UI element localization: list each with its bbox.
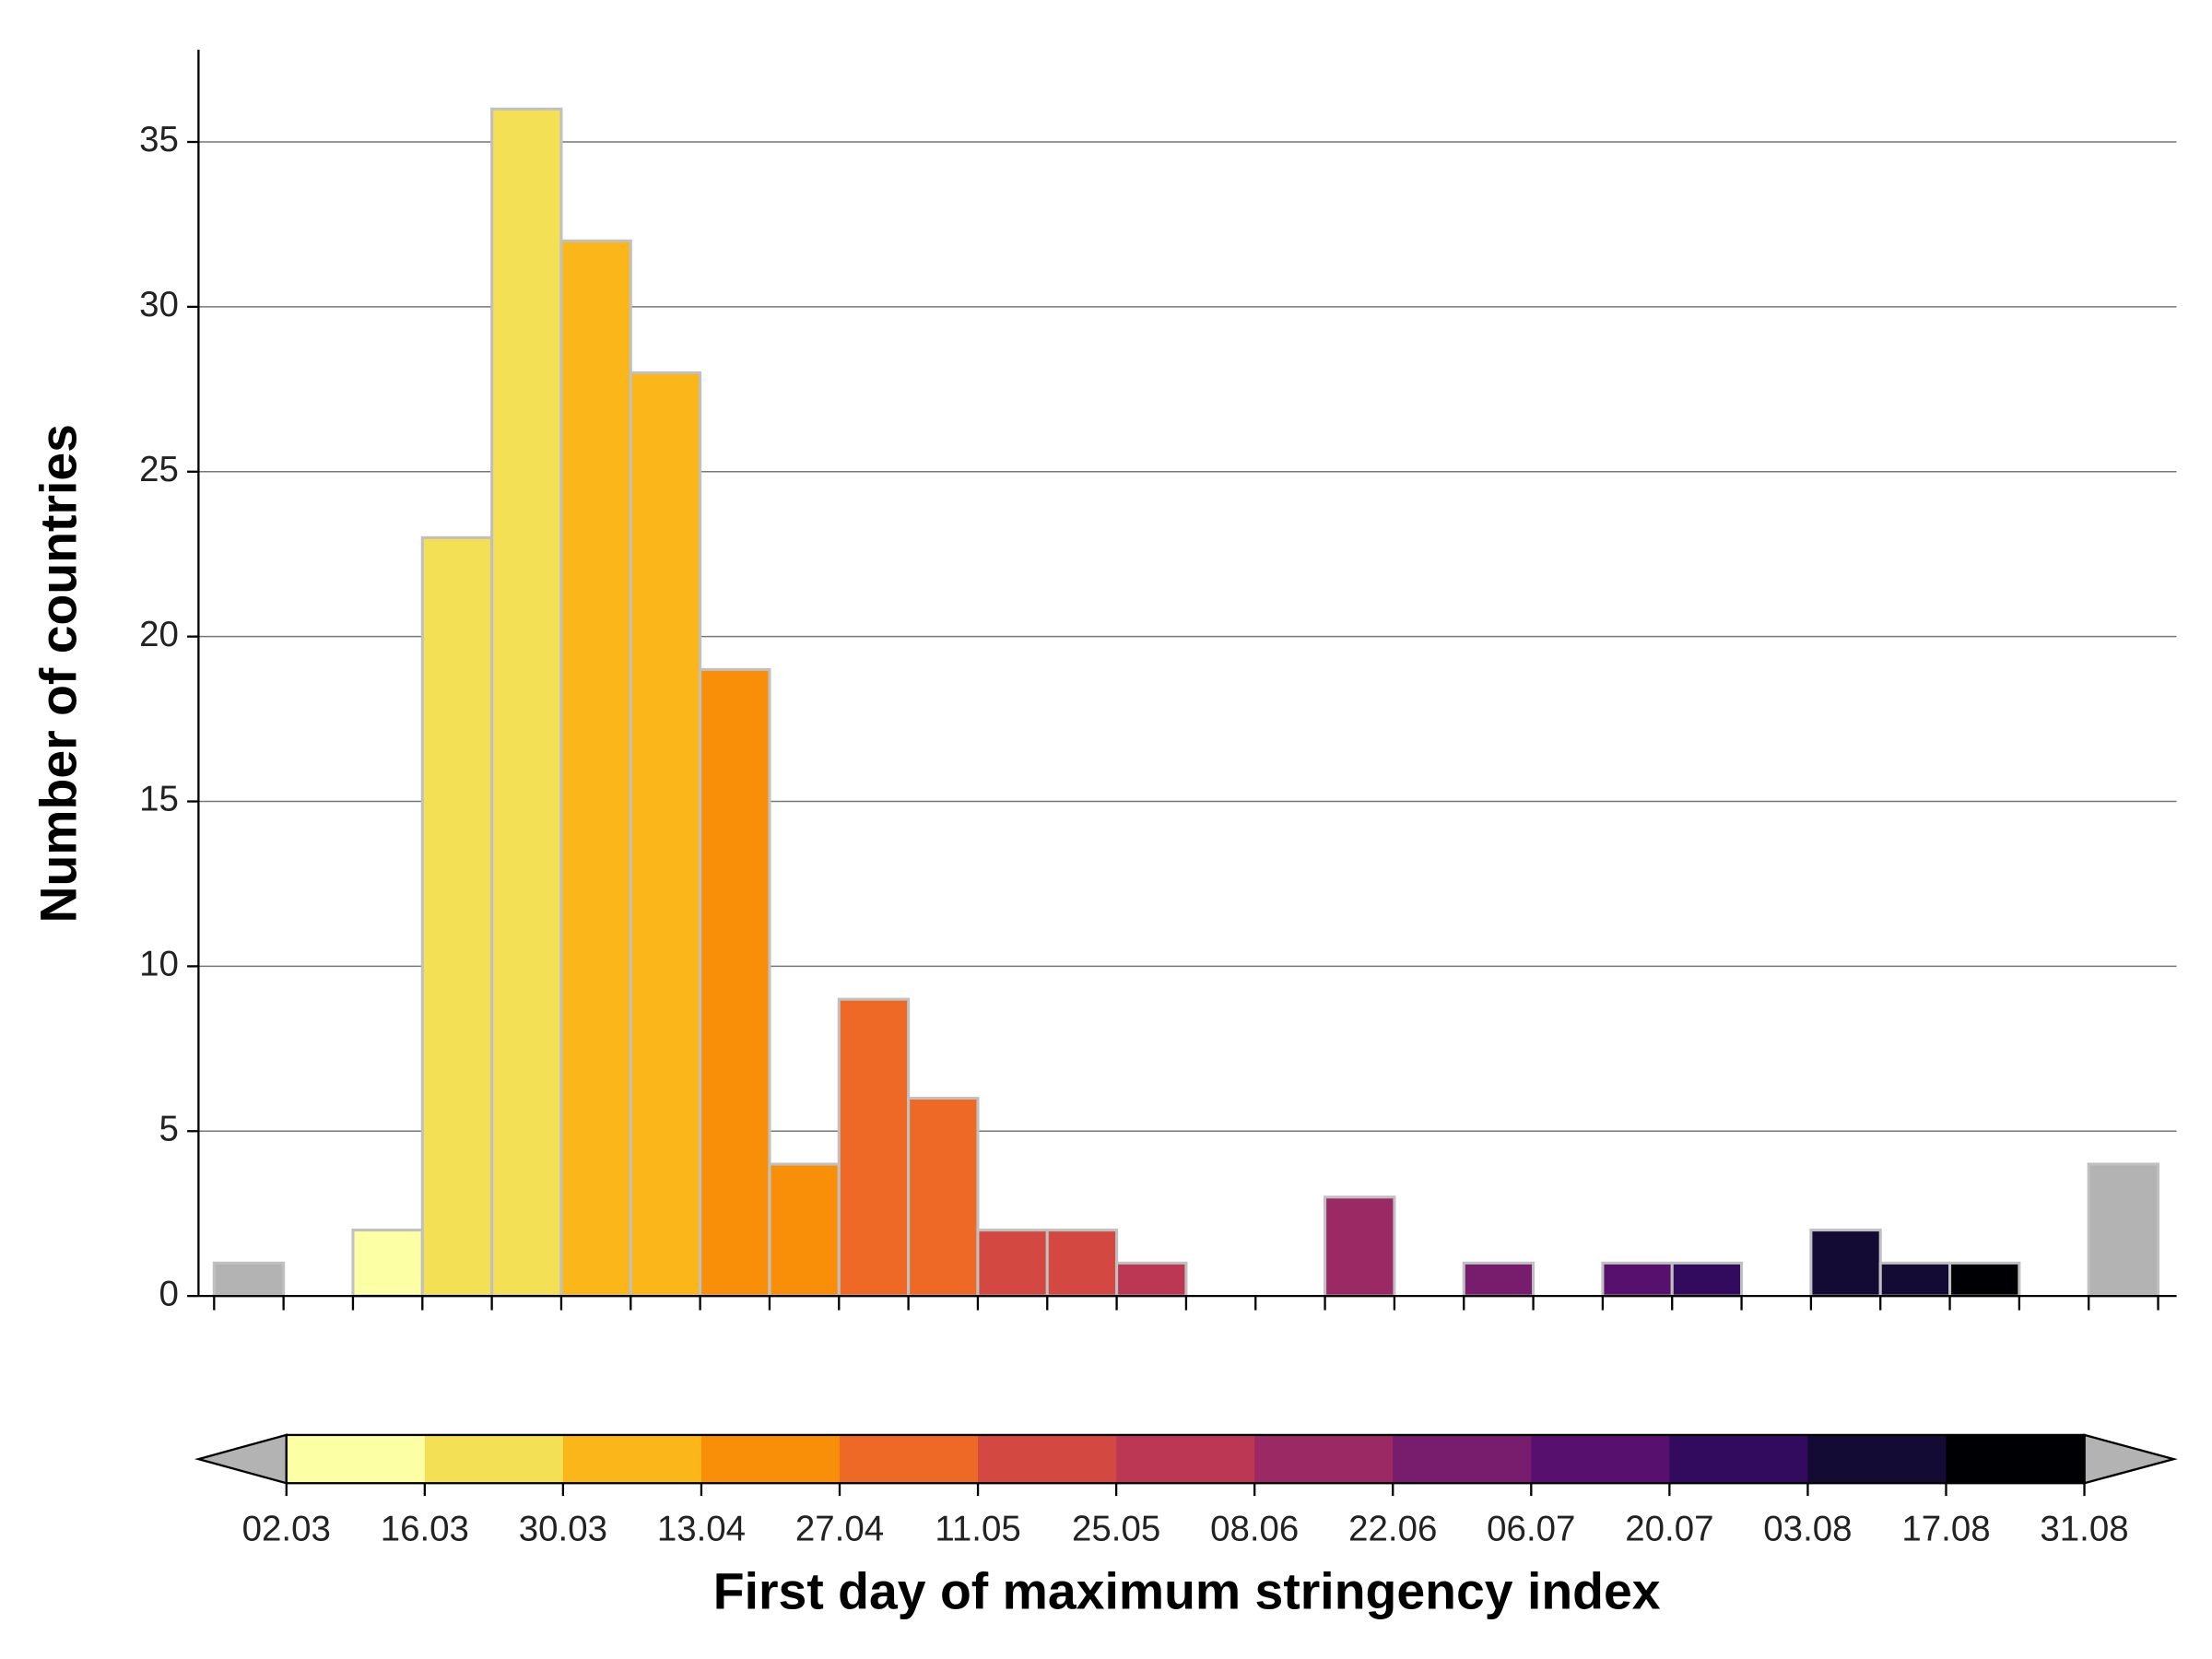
colorbar-segment <box>700 1434 841 1484</box>
bar <box>1324 1195 1396 1298</box>
colorbar-segment <box>1531 1434 1671 1484</box>
bar <box>420 535 494 1298</box>
bar <box>1601 1261 1674 1298</box>
colorbar-tick-label: 08.06 <box>1210 1510 1299 1549</box>
bar <box>976 1229 1049 1298</box>
y-tick-label: 15 <box>139 780 179 819</box>
colorbar-tick-label: 17.08 <box>1901 1510 1990 1549</box>
y-tick-label: 30 <box>139 285 179 324</box>
colorbar-segment <box>1946 1434 2086 1484</box>
colorbar-segment <box>1254 1434 1394 1484</box>
bar <box>559 239 632 1298</box>
colorbar-under <box>194 1433 288 1485</box>
bar <box>1670 1261 1744 1298</box>
colorbar-label: First day of maximum stringency index <box>713 1562 1661 1619</box>
colorbar-tick-label: 25.05 <box>1072 1510 1160 1549</box>
colorbar-tick-label: 02.03 <box>242 1510 331 1549</box>
y-tick-label: 20 <box>139 615 179 654</box>
colorbar-segment <box>1116 1434 1255 1484</box>
bar <box>629 371 702 1298</box>
bar <box>2087 1162 2160 1298</box>
colorbar-tick-label: 03.08 <box>1763 1510 1852 1549</box>
colorbar-over <box>2083 1433 2178 1485</box>
bar <box>1115 1261 1188 1298</box>
colorbar-segment <box>840 1434 979 1484</box>
bar <box>907 1096 980 1298</box>
colorbar-segment <box>1669 1434 1809 1484</box>
bar <box>1045 1229 1119 1298</box>
colorbar-segment <box>424 1434 564 1484</box>
colorbar-frame <box>285 1433 2086 1485</box>
y-tick-label: 0 <box>159 1274 178 1313</box>
colorbar-segment <box>978 1434 1117 1484</box>
colorbar-segment <box>562 1434 702 1484</box>
colorbar-tick-label: 11.05 <box>935 1510 1020 1549</box>
bar <box>1462 1261 1535 1298</box>
y-tick-label: 25 <box>139 450 179 489</box>
colorbar-segment <box>1807 1434 1947 1484</box>
bar <box>837 997 911 1298</box>
bar <box>1809 1229 1882 1298</box>
colorbar-tick-label: 31.08 <box>2040 1510 2128 1549</box>
colorbar-tick-label: 13.04 <box>657 1510 746 1549</box>
bar <box>351 1229 424 1298</box>
bar <box>212 1261 286 1298</box>
colorbar-tick-label: 30.03 <box>519 1510 607 1549</box>
y-axis-label: Number of countries <box>29 424 87 924</box>
colorbar-tick-label: 27.04 <box>795 1510 884 1549</box>
bar <box>768 1162 841 1298</box>
bar <box>490 107 563 1298</box>
bar <box>699 667 771 1298</box>
colorbar-tick-label: 16.03 <box>381 1510 469 1549</box>
colorbar-tick-label: 22.06 <box>1348 1510 1437 1549</box>
y-tick-label: 10 <box>139 945 179 984</box>
colorbar-segment <box>1393 1434 1533 1484</box>
colorbar-tick-label: 06.07 <box>1487 1510 1575 1549</box>
y-tick-label: 35 <box>139 120 179 159</box>
y-tick-label: 5 <box>159 1109 178 1148</box>
colorbar-tick-label: 20.07 <box>1625 1510 1713 1549</box>
colorbar-segment <box>286 1434 426 1484</box>
bar <box>1948 1261 2021 1298</box>
bar <box>1878 1261 1952 1298</box>
